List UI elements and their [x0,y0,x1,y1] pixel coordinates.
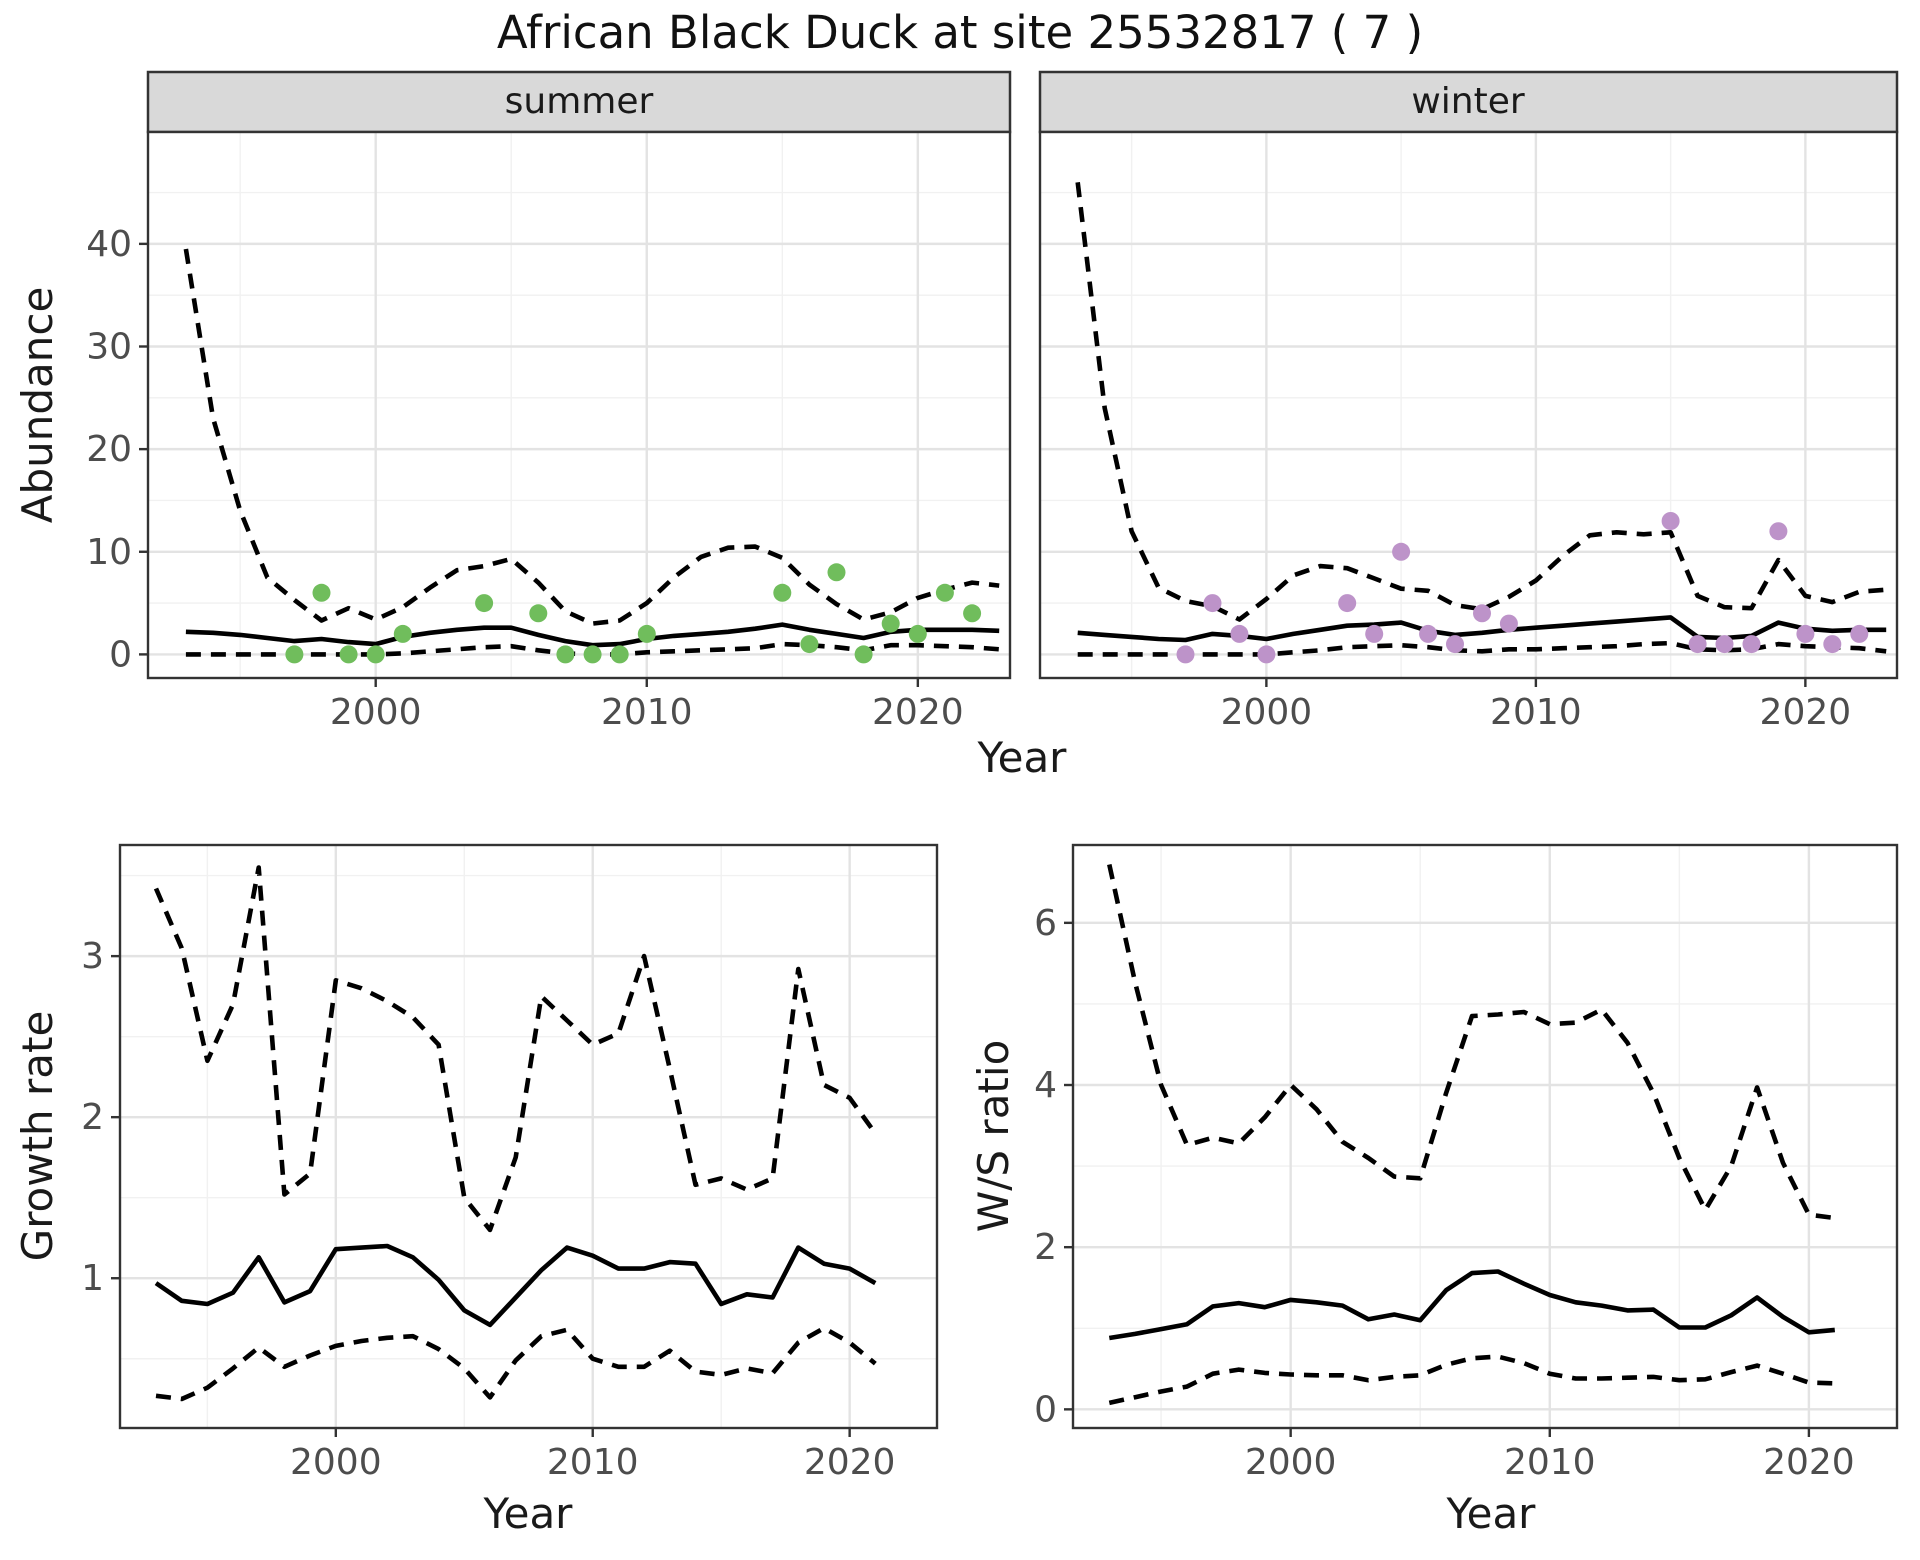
winter-point [1230,624,1249,643]
x-tick-label: 2000 [1221,692,1313,733]
ws-ratio-x-axis-title: Year [1446,1489,1537,1538]
winter-panel-background [1040,132,1897,678]
panel-abundance-summer: 2000 2010 2020 0 10 20 30 40 [86,130,1012,733]
summer-point [908,624,927,643]
ws-upper_ci-line [1107,864,1836,1221]
y-tick-label: 0 [109,634,132,675]
winter-panel-border [1038,130,1899,680]
summer-point [556,645,575,664]
growth-panel-border [118,843,939,1430]
winter-point [1499,614,1518,633]
summer-observed-points [285,563,982,664]
summer-point [393,624,412,643]
growth-lower_ci-line [155,1325,877,1402]
growth-rate-y-axis-title: Growth rate [13,1011,62,1262]
y-tick-label: 1 [81,1258,104,1299]
facet-strip-winter-label: winter [1411,81,1525,122]
ws-median-line [1108,1269,1836,1341]
panel-abundance-winter: 2000 2010 2020 [1038,130,1899,733]
summer-point [366,645,385,664]
winter-point [1769,522,1788,541]
y-tick-label: 30 [86,327,132,368]
summer-point [637,624,656,643]
y-tick-label: 20 [86,429,132,470]
summer-point [475,594,494,613]
chart-title: African Black Duck at site 25532817 ( 7 … [497,6,1423,59]
abundance-y-axis-title: Abundance [13,287,62,524]
x-tick-label: 2000 [290,1442,382,1483]
x-tick-label: 2010 [1504,1442,1596,1483]
x-tick-label: 2010 [547,1442,639,1483]
winter-observed-points [1176,512,1869,664]
winter-point [1715,635,1734,654]
ws-panel-border [1071,843,1899,1430]
x-tick-label: 2020 [1763,1442,1855,1483]
y-tick-label: 2 [81,1097,104,1138]
winter-point [1419,624,1438,643]
summer-point [773,583,792,602]
x-tick-label: 2020 [872,692,964,733]
summer-point [339,645,358,664]
y-tick-label: 0 [1034,1389,1057,1430]
facet-strip-summer-label: summer [505,81,654,122]
summer-point [827,563,846,582]
ws-lower_ci-line [1108,1354,1835,1406]
winter-point [1446,635,1464,654]
winter-point [1176,645,1195,664]
ws-ratio-y-axis-title: W/S ratio [969,1040,1018,1233]
winter-point [1392,542,1411,561]
summer-panel-background [148,132,1010,678]
summer-point [881,614,900,633]
top-x-axis-title: Year [977,733,1068,782]
summer-point [529,604,548,623]
summer-point [610,645,629,664]
winter-point [1661,512,1680,530]
winter-point [1257,645,1276,664]
facet-strip-summer [146,70,1012,134]
summer-point [285,645,304,664]
winter-point [1796,624,1815,643]
y-tick-label: 4 [1034,1065,1057,1106]
growth-panel-background [120,845,937,1428]
y-tick-label: 10 [86,532,132,573]
summer-upper_ci-line [183,248,1000,626]
winter-point [1473,604,1491,623]
winter-point [1850,624,1869,643]
y-tick-label: 40 [86,224,132,265]
winter-point [1338,594,1357,613]
summer-median-line [185,622,1000,648]
summer-point [583,645,602,664]
x-tick-label: 2020 [1760,692,1852,733]
summer-panel-border [146,130,1012,680]
facet-strip-winter [1038,70,1899,134]
x-tick-label: 2010 [1490,692,1582,733]
y-tick-label: 6 [1034,903,1057,944]
x-tick-label: 2020 [804,1442,896,1483]
y-tick-label: 3 [81,936,104,977]
growth-rate-x-axis-title: Year [483,1489,574,1538]
panel-growth-rate: 2000 2010 2020 1 2 3 [81,843,939,1483]
summer-point [963,604,982,623]
summer-point [800,635,819,654]
summer-point [312,583,331,602]
growth-median-line [154,1243,877,1328]
winter-point [1688,635,1707,654]
ws-panel-background [1073,845,1897,1428]
x-tick-label: 2000 [330,692,422,733]
x-tick-label: 2000 [1245,1442,1337,1483]
winter-point [1742,635,1761,654]
winter-upper_ci-line [1075,182,1887,622]
winter-point [1365,624,1384,643]
x-tick-label: 2010 [601,692,693,733]
winter-point [1823,635,1842,654]
y-tick-label: 2 [1034,1227,1057,1268]
growth-upper_ci-line [153,865,878,1233]
summer-point [854,645,873,664]
summer-point [935,583,954,602]
winter-point [1203,594,1222,613]
panel-ws-ratio: 2000 2010 2020 0 2 4 6 [1034,843,1899,1483]
